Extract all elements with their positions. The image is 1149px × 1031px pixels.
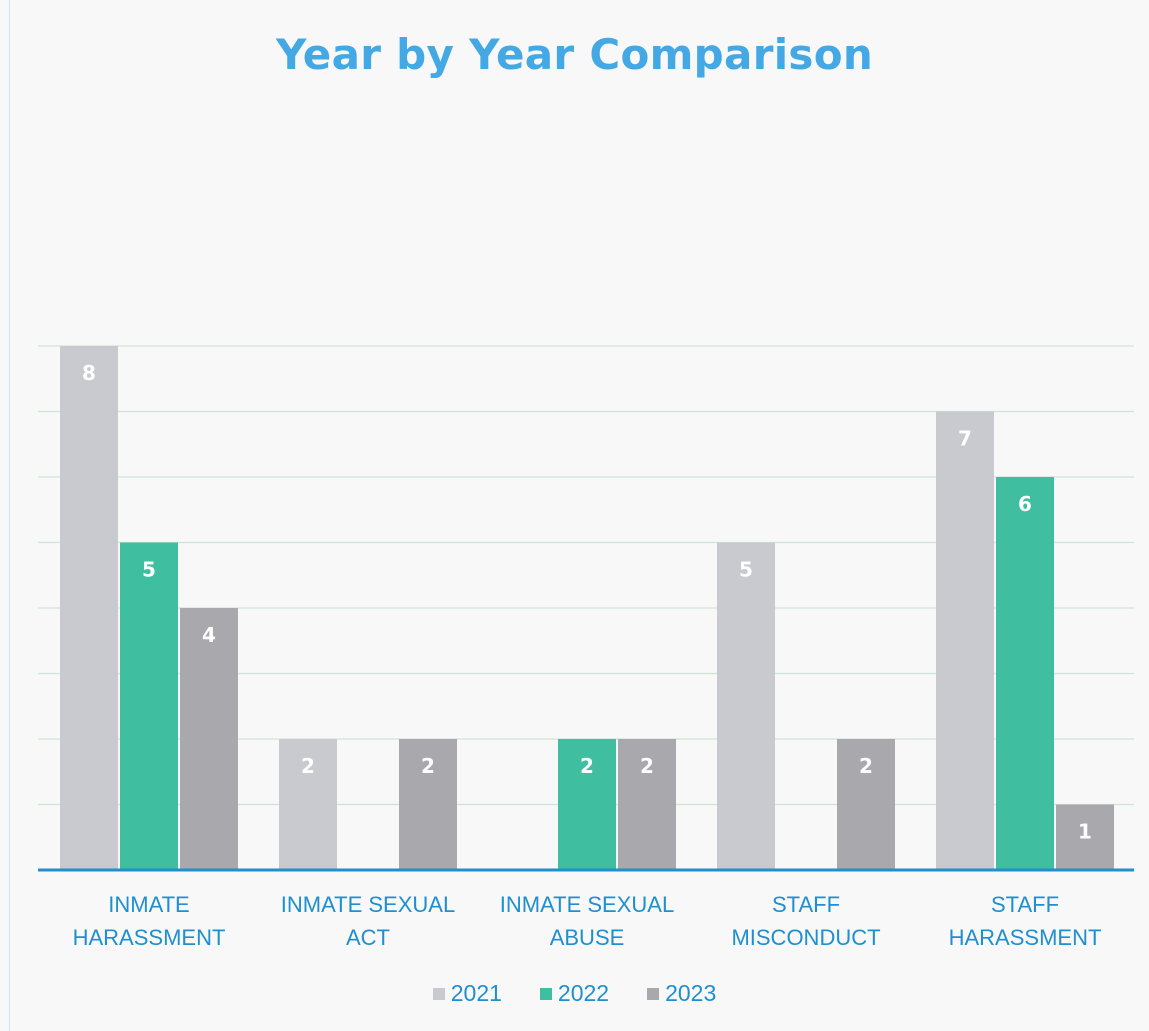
category-label: STAFF	[991, 892, 1059, 917]
data-label: 7	[958, 427, 972, 451]
category-label: MISCONDUCT	[731, 925, 880, 950]
legend-swatch	[539, 987, 552, 1000]
data-label: 1	[1078, 820, 1092, 844]
category-label: HARASSMENT	[949, 925, 1102, 950]
category-label: INMATE SEXUAL	[500, 892, 674, 917]
category-label: STAFF	[772, 892, 840, 917]
category-label: ABUSE	[550, 925, 625, 950]
data-label: 4	[202, 623, 216, 647]
legend-label: 2023	[665, 980, 717, 1006]
bar	[60, 346, 118, 870]
bar	[936, 411, 994, 870]
bar	[558, 739, 616, 870]
data-label: 2	[421, 754, 435, 778]
data-label: 2	[580, 754, 594, 778]
bar	[399, 739, 457, 870]
data-label: 5	[739, 558, 753, 582]
data-label: 6	[1018, 492, 1032, 516]
data-label: 2	[640, 754, 654, 778]
bar	[618, 739, 676, 870]
legend-label: 2022	[557, 980, 610, 1006]
legend-item: 2021	[432, 980, 502, 1007]
bar	[837, 739, 895, 870]
bar	[1056, 804, 1114, 870]
category-label: ACT	[346, 925, 390, 950]
data-label: 5	[142, 558, 156, 582]
chart-legend: 2021 2022 2023	[0, 980, 1149, 1007]
data-label: 2	[859, 754, 873, 778]
bar	[717, 542, 775, 870]
bar	[279, 739, 337, 870]
category-label: INMATE SEXUAL	[281, 892, 455, 917]
legend-item: 2023	[647, 980, 716, 1007]
bar	[180, 608, 238, 870]
legend-item: 2022	[539, 980, 610, 1007]
legend-swatch	[432, 987, 445, 1000]
data-label: 8	[82, 361, 96, 385]
bar	[996, 477, 1054, 870]
data-label: 2	[301, 754, 315, 778]
category-label: INMATE	[108, 892, 189, 917]
bar	[120, 542, 178, 870]
legend-swatch	[647, 987, 660, 1000]
left-edge-rule	[9, 0, 10, 1031]
legend-label: 2021	[450, 980, 502, 1006]
chart-title: Year by Year Comparison	[275, 30, 874, 79]
category-label: HARASSMENT	[73, 925, 226, 950]
